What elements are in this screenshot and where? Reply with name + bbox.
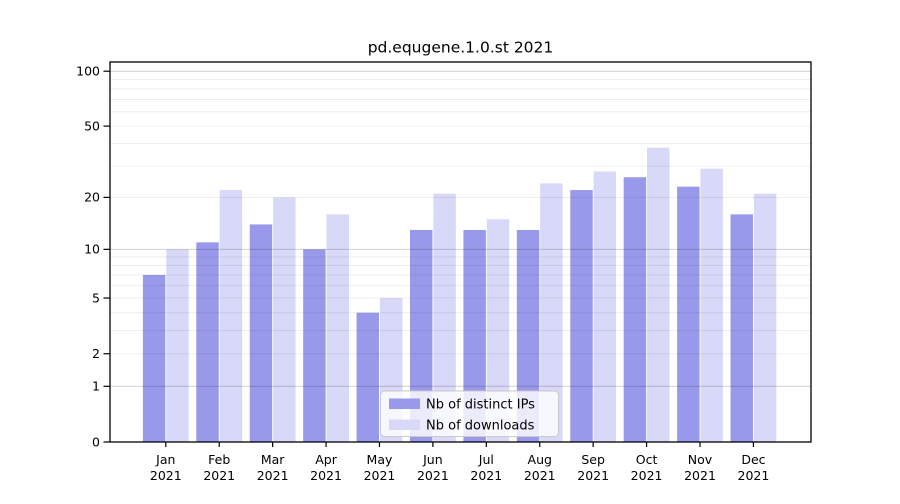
x-label-month-may: May — [367, 452, 393, 467]
x-label-month-mar: Mar — [261, 452, 285, 467]
bar-downloads-jul — [486, 219, 510, 442]
bar-downloads-jun — [433, 193, 456, 442]
x-label-year-jul: 2021 — [470, 468, 502, 483]
gridlines-layer — [110, 70, 811, 387]
axes-layer: 0125102050100Jan2021Feb2021Mar2021Apr202… — [76, 64, 769, 484]
x-label-month-jun: Jun — [422, 452, 443, 467]
bar-ips-nov — [677, 186, 700, 442]
x-label-month-dec: Dec — [741, 452, 765, 467]
bar-ips-mar — [249, 224, 273, 442]
x-label-month-aug: Aug — [528, 452, 552, 467]
legend-label-downloads: Nb of downloads — [426, 419, 535, 434]
x-label-year-feb: 2021 — [203, 468, 235, 483]
bar-ips-dec — [730, 214, 753, 442]
bars-layer — [142, 147, 777, 443]
y-tick-label-10: 10 — [84, 242, 100, 257]
y-tick-label-1: 1 — [92, 379, 100, 394]
x-label-month-oct: Oct — [636, 452, 658, 467]
bar-ips-jul — [463, 229, 486, 442]
y-tick-label-0: 0 — [92, 434, 100, 449]
x-label-year-sep: 2021 — [577, 468, 609, 483]
legend: Nb of distinct IPs Nb of downloads — [380, 390, 559, 437]
bar-downloads-dec — [753, 193, 777, 442]
legend-label-distinct-ips: Nb of distinct IPs — [426, 398, 535, 413]
x-label-month-jan: Jan — [155, 452, 175, 467]
x-label-month-sep: Sep — [581, 452, 605, 467]
bar-ips-apr — [303, 249, 326, 442]
x-label-year-oct: 2021 — [631, 468, 663, 483]
x-label-year-aug: 2021 — [524, 468, 556, 483]
chart-title: pd.equgene.1.0.st 2021 — [368, 39, 554, 57]
bar-ips-jan — [142, 274, 166, 442]
bar-downloads-jan — [166, 249, 189, 442]
bar-ips-oct — [623, 177, 647, 442]
plot-border — [109, 61, 812, 443]
bar-downloads-nov — [700, 168, 723, 443]
bar-downloads-mar — [273, 197, 296, 442]
x-label-year-jun: 2021 — [417, 468, 449, 483]
bar-downloads-aug — [540, 183, 563, 442]
y-tick-label-5: 5 — [92, 290, 100, 305]
bar-ips-sep — [570, 190, 593, 442]
bar-ips-feb — [196, 242, 219, 442]
x-label-month-feb: Feb — [208, 452, 230, 467]
legend-box — [380, 390, 559, 437]
x-label-year-mar: 2021 — [257, 468, 289, 483]
bar-ips-may — [356, 312, 380, 442]
bar-ips-aug — [516, 229, 540, 442]
bar-ips-jun — [410, 229, 433, 442]
x-label-month-nov: Nov — [688, 452, 713, 467]
y-tick-label-20: 20 — [84, 190, 100, 205]
x-label-year-nov: 2021 — [684, 468, 716, 483]
bar-downloads-apr — [326, 214, 349, 442]
x-label-year-jan: 2021 — [150, 468, 182, 483]
bar-downloads-sep — [593, 171, 617, 442]
x-label-year-apr: 2021 — [310, 468, 342, 483]
legend-swatch-distinct-ips — [389, 398, 420, 409]
y-tick-label-100: 100 — [76, 64, 100, 79]
x-label-month-jul: Jul — [478, 452, 494, 467]
x-label-month-apr: Apr — [315, 452, 337, 467]
bar-downloads-feb — [219, 190, 243, 442]
legend-swatch-downloads — [389, 419, 420, 430]
y-tick-label-50: 50 — [84, 118, 100, 133]
x-label-year-may: 2021 — [364, 468, 396, 483]
bar-downloads-oct — [647, 147, 670, 442]
x-label-year-dec: 2021 — [738, 468, 770, 483]
y-tick-label-2: 2 — [92, 346, 100, 361]
